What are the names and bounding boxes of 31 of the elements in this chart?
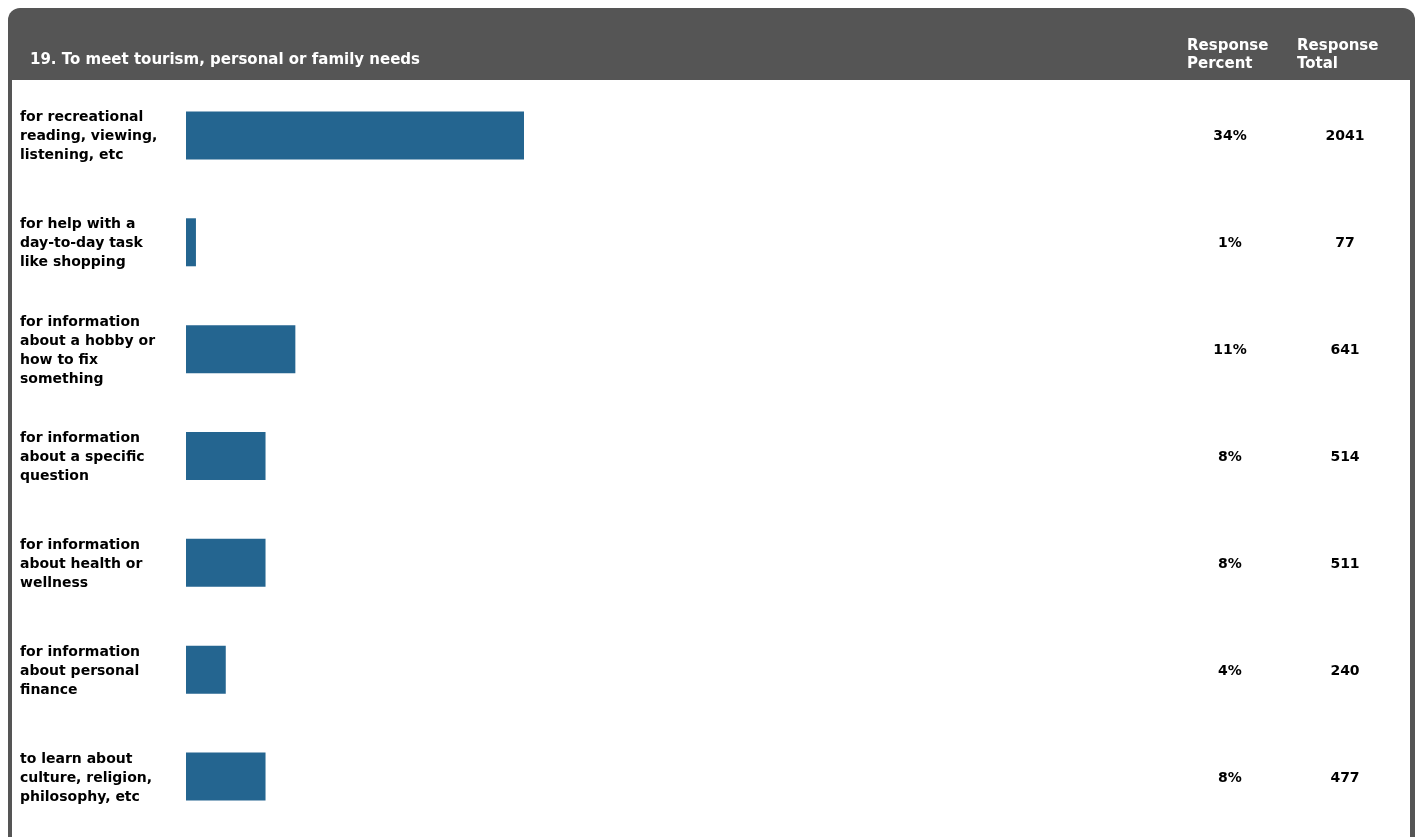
data-label: 1% <box>1218 234 1242 251</box>
bar <box>186 218 196 267</box>
data-label: 4% <box>1218 661 1242 678</box>
text: Response Percent <box>1187 36 1269 72</box>
text: 641 <box>1330 341 1360 358</box>
data-label: 11% <box>1213 341 1247 358</box>
text: 77 <box>1335 234 1355 251</box>
bar <box>186 432 266 480</box>
y-tick-label: to learn about culture, religion, philosophy, etc <box>20 749 157 804</box>
text: 2041 <box>1325 127 1365 144</box>
bar <box>186 538 266 587</box>
bar <box>186 111 524 160</box>
data-label: 8% <box>1218 448 1242 464</box>
text: 240 <box>1330 661 1360 678</box>
data-label: 8% <box>1218 768 1242 785</box>
bar <box>186 752 266 801</box>
y-tick-label: for information about a hobby or how to fix something <box>20 312 160 386</box>
data-label: 34% <box>1213 127 1247 144</box>
text: Response Total <box>1297 36 1379 72</box>
y-tick-label: for recreational reading, viewing, listening, etc <box>20 108 163 163</box>
y-tick-label: for information about personal finance <box>20 642 145 697</box>
text: 477 <box>1330 768 1360 785</box>
bar <box>186 645 226 694</box>
y-tick-label: for information about a specific question <box>20 429 150 483</box>
chart-title: 19. To meet tourism, personal or family needs <box>30 49 421 68</box>
y-tick-label: for information about health or wellness <box>20 535 148 590</box>
text: 514 <box>1330 448 1360 464</box>
bar <box>186 325 296 374</box>
text: 511 <box>1330 554 1360 571</box>
y-tick-label: for help with a day-to-day task like shopping <box>20 215 148 270</box>
data-label: 8% <box>1218 554 1242 571</box>
